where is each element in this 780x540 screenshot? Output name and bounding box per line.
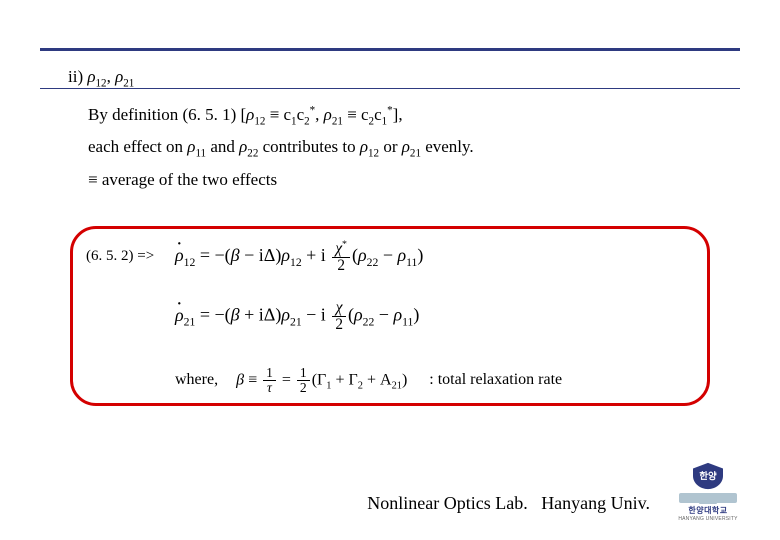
- shield-icon: 한양: [689, 461, 727, 491]
- where-line: where, β ≡ 1τ = 12(Γ1 + Γ2 + A21) : tota…: [175, 366, 562, 396]
- ii-prefix: ii): [68, 67, 83, 86]
- logo-banner-icon: [679, 493, 737, 503]
- line-average: ≡ average of the two effects: [88, 165, 474, 196]
- equation-ref: (6. 5. 2) =>: [86, 248, 154, 265]
- equation-rho21: ρ21 = −(β + iΔ)ρ21 − i χ2(ρ22 − ρ11): [175, 300, 419, 333]
- equation-rho12: ρ12 = −(β − iΔ)ρ12 + i χ*2(ρ22 − ρ11): [175, 240, 423, 274]
- footer-text: Nonlinear Optics Lab. Hanyang Univ.: [367, 493, 650, 514]
- line-effect: each effect on ρ11 and ρ22 contributes t…: [88, 132, 474, 164]
- definition-block: By definition (6. 5. 1) [ρ12 ≡ c1c2*, ρ2…: [88, 100, 474, 195]
- university-logo: 한양 한양대학교 HANYANG UNIVERSITY: [666, 461, 750, 522]
- line-definition: By definition (6. 5. 1) [ρ12 ≡ c1c2*, ρ2…: [88, 100, 474, 132]
- bottom-rule: [40, 88, 740, 89]
- logo-subtext: HANYANG UNIVERSITY: [666, 516, 750, 522]
- logo-text: 한양대학교: [666, 505, 750, 516]
- top-rule: [40, 48, 740, 51]
- line-ii: ii) ρ12, ρ21: [68, 62, 134, 94]
- svg-text:한양: 한양: [699, 470, 717, 481]
